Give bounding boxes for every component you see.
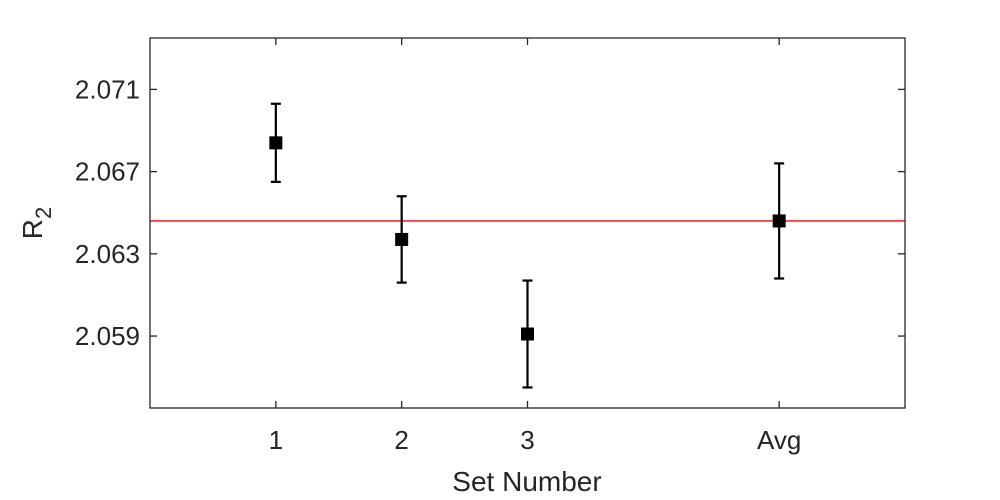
data-point (395, 232, 409, 246)
y-tick-label: 2.059 (75, 321, 140, 351)
data-point (521, 327, 534, 341)
x-tick-label: Avg (757, 425, 801, 455)
x-tick-label: 1 (269, 425, 283, 455)
data-point (269, 136, 283, 150)
svg-text:R2: R2 (17, 207, 56, 239)
y-axis-title-base: R (17, 219, 48, 239)
x-tick-label: 2 (394, 425, 408, 455)
data-point (772, 214, 786, 228)
y-axis-title-subscript: 2 (31, 207, 56, 219)
y-axis-title: R2 (17, 207, 56, 239)
y-tick-label: 2.071 (75, 74, 140, 104)
plot-area (150, 102, 905, 389)
x-axis-title: Set Number (452, 466, 601, 497)
x-tick-label: 3 (520, 425, 534, 455)
y-tick-label: 2.063 (75, 239, 140, 269)
y-tick-label: 2.067 (75, 157, 140, 187)
ticks: 2.059 2.063 2.067 2.071 1 2 3 Avg (75, 38, 905, 455)
